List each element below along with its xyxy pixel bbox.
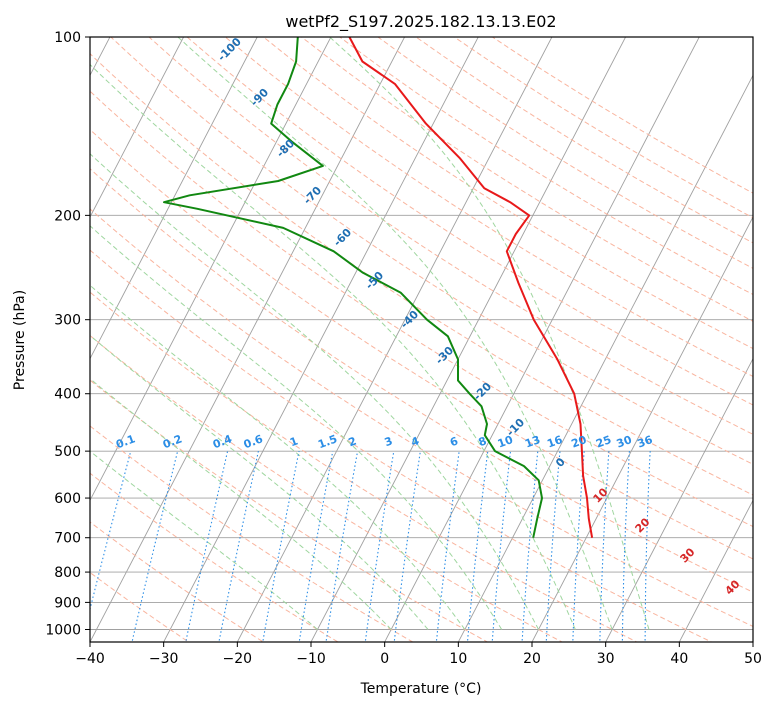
- dry-adiabat-line: [90, 52, 753, 496]
- moist-adiabat-line: [90, 63, 576, 630]
- moist-adiabat-line: [90, 378, 392, 630]
- isotherm-line: [678, 499, 753, 642]
- y-tick-label: 900: [54, 595, 81, 611]
- dry-adiabat-line: [90, 128, 753, 560]
- dry-adiabat-line: [377, 37, 753, 269]
- x-tick-label: −30: [149, 651, 179, 667]
- x-tick-label: 10: [449, 651, 467, 667]
- y-axis: 100 200 300 400 500 600 700 800 900 1000: [45, 30, 90, 639]
- mixing-ratio-label: 16: [545, 433, 564, 451]
- mixing-ratio-line: [298, 450, 334, 642]
- mixing-ratio-line: [185, 450, 229, 642]
- mixing-ratio-label: 30: [615, 433, 634, 451]
- y-tick-label: 400: [54, 387, 81, 403]
- isotherm-line: [384, 37, 700, 642]
- mixing-ratio-label: 6: [448, 434, 460, 449]
- dry-adiabat-line: [186, 37, 753, 406]
- mixing-ratio-line: [90, 450, 132, 612]
- mixing-ratio-label: 3: [383, 434, 395, 449]
- mixing-ratio-label: 0.1: [114, 432, 137, 451]
- x-tick-label: 30: [597, 651, 615, 667]
- mixing-ratio-line: [218, 450, 259, 642]
- isotherm-line: [531, 216, 753, 642]
- temperature-profile-line: [348, 37, 594, 538]
- x-tick-label: 40: [670, 651, 688, 667]
- mixing-ratio-label: 2: [347, 434, 359, 449]
- moist-adiabat-line: [90, 450, 318, 630]
- moist-adiabat-line: [90, 153, 539, 630]
- isotherm-line: [90, 37, 406, 642]
- y-tick-label: 500: [54, 444, 81, 460]
- dry-adiabat-line: [90, 472, 340, 642]
- y-tick-label: 100: [54, 30, 81, 46]
- dry-adiabat-line: [300, 37, 753, 322]
- mixing-ratio-label: 0.6: [242, 432, 265, 451]
- isotherm-line: [457, 74, 753, 642]
- mixing-ratio-label: 20: [570, 433, 589, 451]
- y-tick-label: 1000: [45, 623, 81, 639]
- dry-adiabat-line: [90, 425, 414, 642]
- mixing-ratio-line: [621, 451, 630, 642]
- mixing-ratio-label: 36: [636, 433, 655, 451]
- y-axis-label: Pressure (hPa): [12, 290, 28, 390]
- y-tick-label: 800: [54, 565, 81, 581]
- dry-adiabat-line: [90, 521, 265, 642]
- mixing-ratio-label: 8: [477, 434, 489, 449]
- x-tick-label: −40: [75, 651, 105, 667]
- dry-adiabat-line: [224, 37, 753, 378]
- dry-adiabat-line: [90, 291, 638, 642]
- dry-adiabat-line: [90, 379, 489, 642]
- isotherm-line: [605, 357, 753, 642]
- grid-layer: [90, 37, 753, 642]
- dry-adiabat-line: [148, 37, 753, 435]
- mixing-ratio-line: [262, 450, 300, 642]
- dry-adiabat-line: [415, 37, 753, 244]
- mixing-ratio-label: 1: [288, 434, 300, 449]
- x-axis-label: Temperature (°C): [360, 681, 482, 697]
- mixing-ratio-line: [644, 451, 651, 642]
- mixing-ratio-label: 4: [409, 434, 421, 449]
- y-tick-label: 600: [54, 491, 81, 507]
- mixing-ratio-line: [599, 451, 610, 642]
- plot-frame: [89, 36, 754, 643]
- isotherm-line: [90, 37, 258, 360]
- x-tick-label: −20: [223, 651, 253, 667]
- x-tick-label: 0: [380, 651, 389, 667]
- moist-adiabat-line: [328, 37, 650, 630]
- dewpoint-profile-line: [163, 37, 543, 538]
- isotherm-line: [310, 37, 627, 642]
- y-tick-label: 200: [54, 208, 81, 224]
- x-tick-label: 20: [523, 651, 541, 667]
- isotherm-line: [236, 37, 553, 642]
- y-tick-label: 700: [54, 531, 81, 547]
- mixing-ratio-label: 1.5: [316, 432, 339, 451]
- x-tick-label: 50: [744, 651, 762, 667]
- mixing-ratio-label: 0.2: [161, 432, 184, 451]
- mixing-ratio-label: 10: [496, 433, 515, 451]
- dry-adiabat-line: [90, 208, 753, 627]
- mixing-ratio-label: 13: [523, 433, 542, 450]
- mixing-ratio-line: [131, 450, 179, 642]
- moist-adiabat-line: [177, 37, 613, 630]
- y-tick-label: 300: [54, 313, 81, 329]
- mixing-ratio-label: 0.4: [211, 432, 234, 451]
- chart-title: wetPf2_S197.2025.182.13.13.E02: [285, 12, 556, 32]
- isotherm-line: [90, 37, 185, 218]
- x-tick-label: −10: [296, 651, 326, 667]
- moist-adiabat-line: [90, 284, 466, 630]
- series-layer: [163, 37, 594, 538]
- x-axis: −40 −30 −20 −10 0 10 20 30 40 50: [75, 642, 762, 667]
- moist-adiabat-line: [90, 225, 503, 630]
- dry-adiabat-line: [338, 37, 753, 296]
- mixing-ratio-label: 25: [594, 433, 613, 450]
